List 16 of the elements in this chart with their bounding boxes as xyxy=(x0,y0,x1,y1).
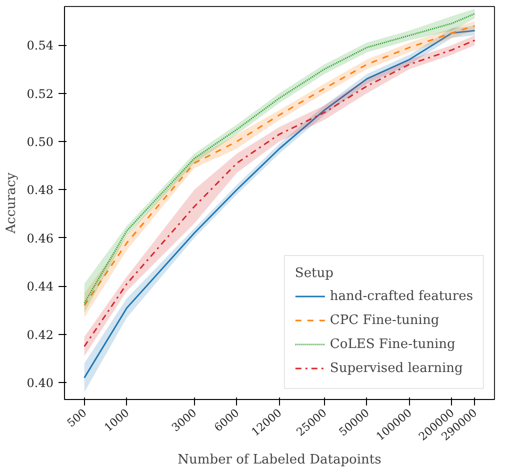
x-axis-title: Number of Labeled Datapoints xyxy=(178,452,382,468)
y-tick-label: 0.52 xyxy=(26,86,54,101)
x-tick-label: 500 xyxy=(64,406,90,430)
y-tick-label: 0.50 xyxy=(26,135,54,150)
legend-label: CPC Fine-tuning xyxy=(330,312,440,328)
legend-label: hand-crafted features xyxy=(330,288,473,304)
legend-label: Supervised learning xyxy=(330,360,463,376)
legend-label: CoLES Fine-tuning xyxy=(330,336,456,352)
y-tick-label: 0.40 xyxy=(26,376,54,390)
y-tick-label: 0.44 xyxy=(26,280,54,294)
y-tick-label: 0.48 xyxy=(26,183,54,198)
y-tick-label: 0.42 xyxy=(26,328,54,342)
y-tick-label: 0.54 xyxy=(26,38,54,53)
legend-title: Setup xyxy=(294,266,334,281)
y-tick-label: 0.46 xyxy=(26,231,54,246)
y-axis-title: Accuracy xyxy=(4,172,19,234)
